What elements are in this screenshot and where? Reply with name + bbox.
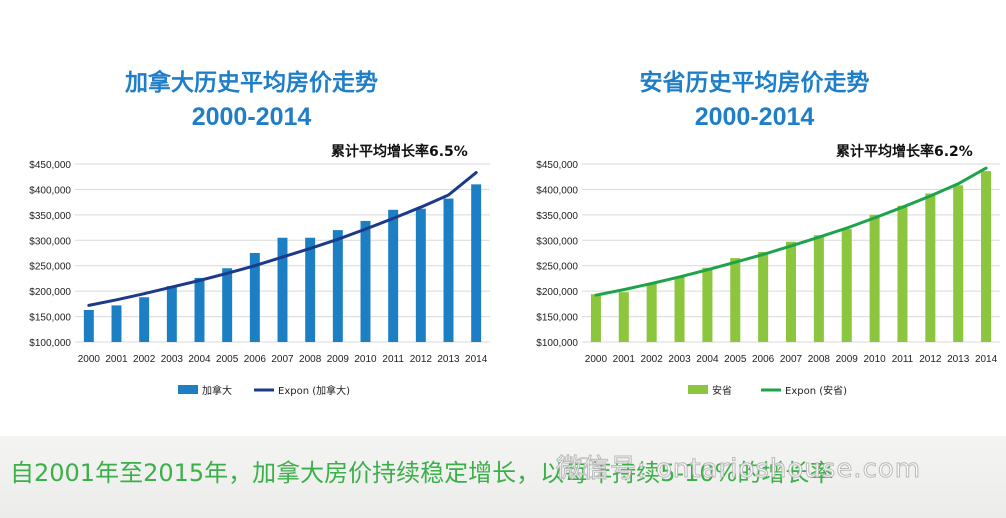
bar xyxy=(981,171,992,342)
y-tick-label: $200,000 xyxy=(29,287,71,298)
bar xyxy=(83,309,94,342)
y-tick-label: $150,000 xyxy=(536,313,578,324)
y-tick-label: $150,000 xyxy=(29,313,71,324)
x-tick-label: 2005 xyxy=(216,354,239,365)
x-tick-label: 2004 xyxy=(696,354,719,365)
x-tick-label: 2012 xyxy=(410,354,433,365)
bar xyxy=(618,292,629,342)
bar xyxy=(869,214,880,342)
y-tick-label: $200,000 xyxy=(536,287,578,298)
bar xyxy=(388,209,399,342)
bar xyxy=(139,297,150,342)
x-tick-label: 2014 xyxy=(975,354,998,365)
y-tick-label: $250,000 xyxy=(29,262,71,273)
bar xyxy=(813,235,824,342)
legend-label-bar: 加拿大 xyxy=(202,384,232,397)
bar xyxy=(360,220,371,342)
bar xyxy=(925,193,936,342)
x-tick-label: 2000 xyxy=(585,354,608,365)
chart-panel-canada: 加拿大历史平均房价走势 2000-2014 累计平均增长率6.5% $100,0… xyxy=(0,0,503,430)
x-tick-label: 2010 xyxy=(863,354,886,365)
legend-label-bar: 安省 xyxy=(712,384,732,397)
bar xyxy=(222,268,233,342)
bar xyxy=(785,241,797,342)
bar-chart-canada: $100,000 $150,000 $200,000 $250,000 $300,000… xyxy=(29,160,490,397)
x-tick-label: 2013 xyxy=(437,354,460,365)
watermark: 微信号: ontarioshouse.com xyxy=(555,454,922,485)
chart-panel-ontario: 安省历史平均房价走势 2000-2014 累计平均增长率6.2% $100,00… xyxy=(503,0,1006,430)
chart-title: 加拿大历史平均房价走势 xyxy=(125,70,378,96)
x-tick-label: 2004 xyxy=(188,354,211,365)
bar xyxy=(758,251,769,342)
x-tick-label: 2003 xyxy=(161,354,184,365)
x-tick-label: 2002 xyxy=(641,354,664,365)
legend-swatch-bar xyxy=(688,385,708,394)
footer-caption: 自2001年至2015年，加拿大房价持续稳定增长，以每年持续5-10%的增长率 xyxy=(10,459,834,487)
x-tick-label: 2011 xyxy=(382,354,404,365)
x-tick-label: 2002 xyxy=(133,354,156,365)
x-tick-label: 2006 xyxy=(752,354,775,365)
y-tick-label: $100,000 xyxy=(29,338,71,349)
growth-rate-note: 累计平均增长率6.2% xyxy=(836,144,973,160)
x-tick-label: 2007 xyxy=(780,354,803,365)
x-tick-label: 2014 xyxy=(465,354,488,365)
x-tick-label: 2007 xyxy=(271,354,294,365)
bar xyxy=(166,286,177,342)
bar xyxy=(674,276,685,342)
bar xyxy=(415,208,426,342)
x-tick-label: 2008 xyxy=(808,354,831,365)
trend-line xyxy=(87,171,478,307)
y-tick-label: $450,000 xyxy=(536,160,578,171)
bar xyxy=(646,283,657,342)
bar xyxy=(305,237,316,342)
bar xyxy=(590,294,601,342)
y-tick-label: $400,000 xyxy=(29,185,71,196)
bar xyxy=(249,253,260,342)
bar xyxy=(953,185,964,342)
bar xyxy=(471,184,482,342)
bar xyxy=(702,267,713,342)
y-tick-label: $300,000 xyxy=(29,236,71,247)
legend-label-trend: Expon (加拿大) xyxy=(278,384,350,397)
bar xyxy=(897,205,908,342)
bar xyxy=(730,258,741,342)
bar xyxy=(332,230,343,342)
bar xyxy=(194,277,205,342)
trend-line xyxy=(594,166,988,297)
chart-subtitle: 2000-2014 xyxy=(694,103,815,131)
y-tick-label: $350,000 xyxy=(536,211,578,222)
wechat-icon xyxy=(573,457,601,479)
y-tick-label: $250,000 xyxy=(536,262,578,273)
x-tick-label: 2009 xyxy=(836,354,859,365)
x-tick-label: 2000 xyxy=(78,354,101,365)
x-tick-label: 2012 xyxy=(919,354,942,365)
x-tick-label: 2013 xyxy=(947,354,970,365)
legend-swatch-bar xyxy=(178,385,198,394)
chart-subtitle: 2000-2014 xyxy=(191,103,312,131)
y-tick-label: $350,000 xyxy=(29,211,71,222)
x-tick-label: 2001 xyxy=(613,354,636,365)
x-tick-label: 2001 xyxy=(105,354,128,365)
bar xyxy=(841,229,852,342)
bar xyxy=(443,198,454,342)
footer-band xyxy=(0,436,1006,518)
x-tick-label: 2003 xyxy=(668,354,691,365)
x-tick-label: 2010 xyxy=(354,354,377,365)
legend-label-trend: Expon (安省) xyxy=(785,384,847,397)
bar xyxy=(277,237,288,342)
y-tick-label: $450,000 xyxy=(29,160,71,171)
x-tick-label: 2006 xyxy=(244,354,267,365)
bar xyxy=(111,305,122,342)
growth-rate-note: 累计平均增长率6.5% xyxy=(331,144,468,160)
y-tick-label: $300,000 xyxy=(536,236,578,247)
x-tick-label: 2008 xyxy=(299,354,322,365)
x-tick-label: 2011 xyxy=(892,354,914,365)
x-tick-label: 2005 xyxy=(724,354,747,365)
y-tick-label: $400,000 xyxy=(536,185,578,196)
x-tick-label: 2009 xyxy=(327,354,350,365)
bar-chart-ontario: $100,000 $150,000 $200,000 $250,000 $300,000… xyxy=(536,160,1000,397)
chart-title: 安省历史平均房价走势 xyxy=(639,70,870,96)
y-tick-label: $100,000 xyxy=(536,338,578,349)
